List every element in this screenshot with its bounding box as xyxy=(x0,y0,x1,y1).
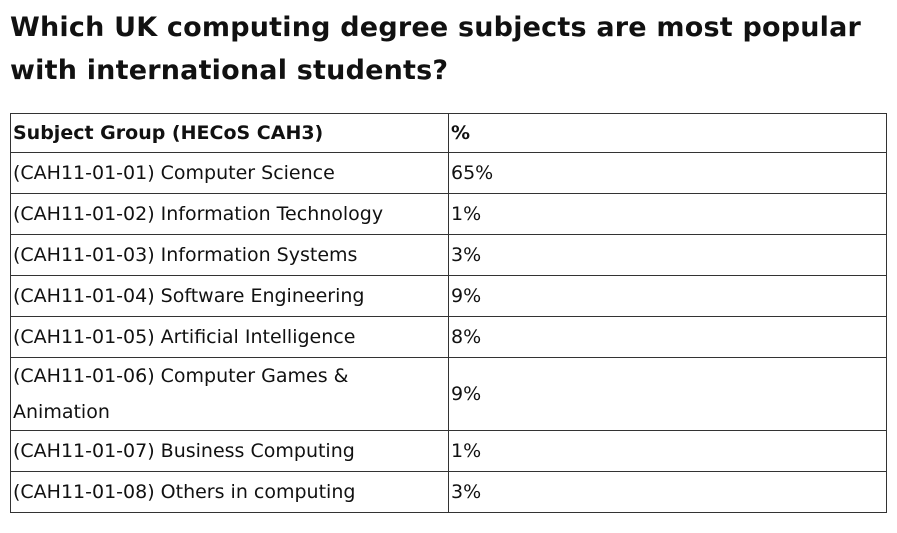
percent-cell: 9% xyxy=(448,357,887,431)
cell-text: 8% xyxy=(451,326,482,348)
cell-text: (CAH11-01-04) Software Engineering xyxy=(13,285,365,307)
cell-text: 9% xyxy=(451,285,482,307)
cell-text: (CAH11-01-08) Others in computing xyxy=(13,481,356,503)
data-table: Subject Group (HECoS CAH3) % (CAH11-01-0… xyxy=(10,113,887,513)
cell-text: 1% xyxy=(451,440,482,462)
percent-cell: 3% xyxy=(448,234,887,276)
subject-cell: (CAH11-01-06) Computer Games & Animation xyxy=(10,357,449,431)
column-header: Subject Group (HECoS CAH3) xyxy=(10,113,449,153)
table-row: (CAH11-01-06) Computer Games & Animation… xyxy=(10,357,887,431)
table-head: Subject Group (HECoS CAH3) % xyxy=(10,113,887,153)
cell-text: (CAH11-01-02) Information Technology xyxy=(13,203,384,225)
cell-text: (CAH11-01-06) Computer Games & Animation xyxy=(13,365,349,423)
subject-cell: (CAH11-01-02) Information Technology xyxy=(10,193,449,235)
cell-text: (CAH11-01-05) Artificial Intelligence xyxy=(13,326,356,348)
cell-text: (CAH11-01-01) Computer Science xyxy=(13,162,335,184)
cell-text: 3% xyxy=(451,244,482,266)
percent-cell: 1% xyxy=(448,193,887,235)
cell-text: 3% xyxy=(451,481,482,503)
table-row: (CAH11-01-08) Others in computing 3% xyxy=(10,471,887,513)
percent-cell: 8% xyxy=(448,316,887,358)
percent-cell: 65% xyxy=(448,152,887,194)
table-row: (CAH11-01-01) Computer Science 65% xyxy=(10,152,887,194)
table-row: (CAH11-01-02) Information Technology 1% xyxy=(10,193,887,235)
cell-text: 9% xyxy=(451,383,482,405)
cell-text: (CAH11-01-07) Business Computing xyxy=(13,440,355,462)
cell-text: 1% xyxy=(451,203,482,225)
table-row: (CAH11-01-07) Business Computing 1% xyxy=(10,430,887,472)
cell-text: (CAH11-01-03) Information Systems xyxy=(13,244,358,266)
cell-text: 65% xyxy=(451,162,494,184)
subject-cell: (CAH11-01-01) Computer Science xyxy=(10,152,449,194)
table-body: (CAH11-01-01) Computer Science 65% (CAH11-… xyxy=(10,152,887,513)
percent-cell: 1% xyxy=(448,430,887,472)
table-row: (CAH11-01-03) Information Systems 3% xyxy=(10,234,887,276)
table-row: (CAH11-01-04) Software Engineering 9% xyxy=(10,275,887,317)
column-header: % xyxy=(448,113,887,153)
percent-cell: 9% xyxy=(448,275,887,317)
header-row: Subject Group (HECoS CAH3) % xyxy=(10,113,887,153)
subject-cell: (CAH11-01-08) Others in computing xyxy=(10,471,449,513)
subject-cell: (CAH11-01-05) Artificial Intelligence xyxy=(10,316,449,358)
table-row: (CAH11-01-05) Artificial Intelligence 8% xyxy=(10,316,887,358)
subject-cell: (CAH11-01-04) Software Engineering xyxy=(10,275,449,317)
percent-cell: 3% xyxy=(448,471,887,513)
subject-cell: (CAH11-01-07) Business Computing xyxy=(10,430,449,472)
subject-cell: (CAH11-01-03) Information Systems xyxy=(10,234,449,276)
page-title: Which UK computing degree subjects are m… xyxy=(10,12,862,86)
